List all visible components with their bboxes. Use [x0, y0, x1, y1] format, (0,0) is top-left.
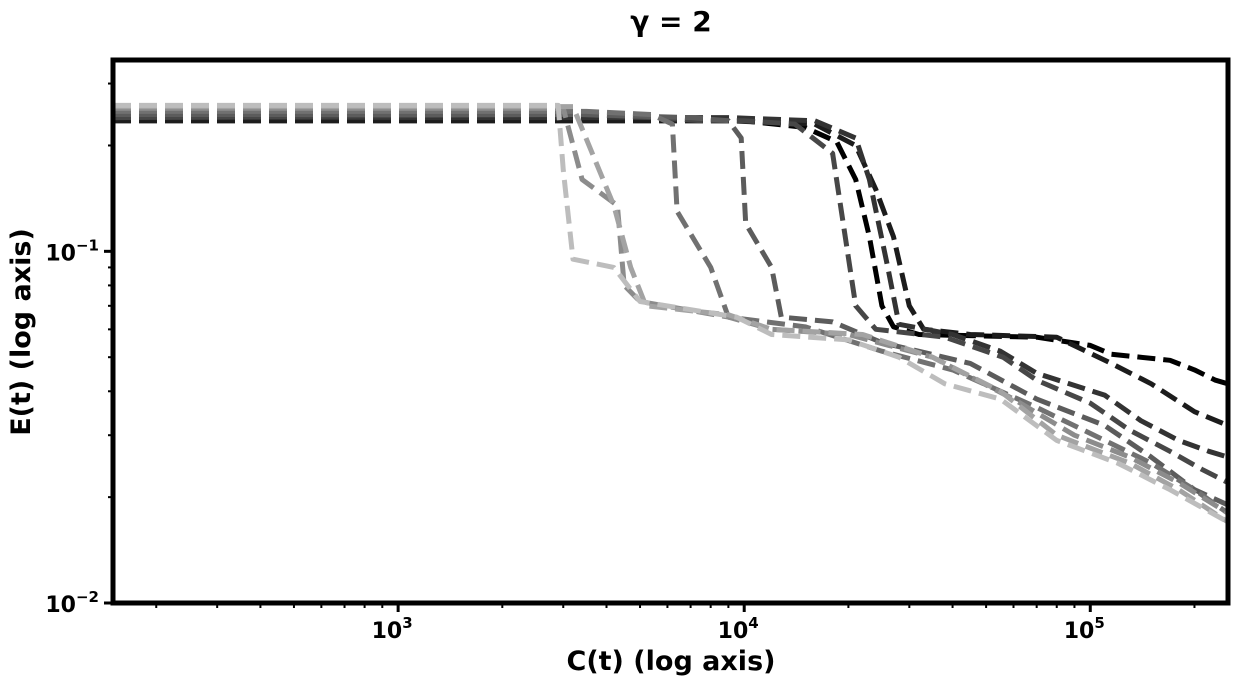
- series-line-9: [113, 102, 1228, 525]
- series-line-6: [113, 108, 1228, 516]
- y-axis-label: E(t) (log axis): [6, 228, 37, 436]
- y-tick-label: 10−2: [45, 588, 99, 618]
- series-line-2: [113, 118, 1228, 428]
- series-line-1: [113, 118, 1228, 387]
- series-line-5: [113, 112, 1228, 508]
- plot-frame: [110, 57, 1231, 606]
- series-layer: [113, 102, 1228, 525]
- y-tick-label: 10−1: [45, 236, 99, 266]
- x-axis-label: C(t) (log axis): [567, 646, 776, 677]
- x-tick-label: 104: [718, 614, 759, 644]
- series-line-7: [113, 105, 1228, 516]
- series-line-4: [113, 112, 1228, 485]
- x-tick-label: 105: [1064, 614, 1105, 644]
- x-tick-label: 103: [372, 614, 413, 644]
- ticks-layer: 103 104 105 10−1 10−2: [45, 82, 1196, 644]
- chart-title: γ = 2: [630, 5, 712, 38]
- series-line-8: [113, 104, 1228, 525]
- series-line-3: [113, 115, 1228, 460]
